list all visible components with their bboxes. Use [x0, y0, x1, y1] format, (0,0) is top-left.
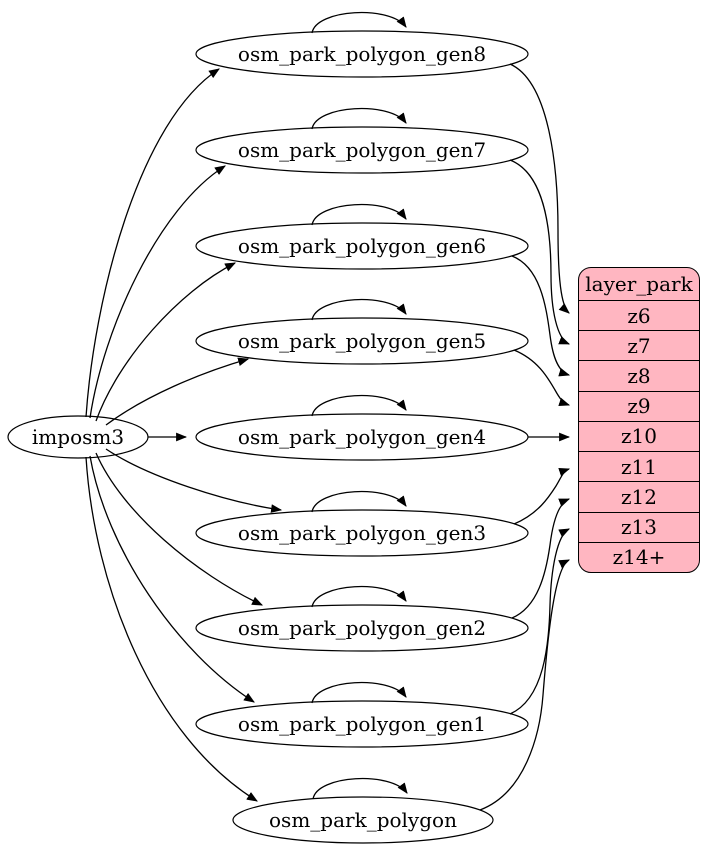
self-loop-osm-park-polygon-gen1: [311, 681, 407, 704]
node-osm-park-polygon-gen5: osm_park_polygon_gen5: [237, 329, 487, 353]
layer-park-row-z7: z7: [579, 330, 699, 360]
node-osm-park-polygon-gen3: osm_park_polygon_gen3: [237, 521, 487, 545]
node-ellipse-osm-park-polygon-gen6: [195, 222, 529, 270]
node-ellipse-osm-park-polygon-gen1: [195, 700, 529, 748]
node-osm-park-polygon-gen6: osm_park_polygon_gen6: [237, 234, 487, 258]
layer-park-row-z8: z8: [579, 360, 699, 390]
self-loop-osm-park-polygon-gen8: [311, 11, 407, 34]
self-loop-osm-park-polygon-gen5: [311, 298, 407, 321]
layer-park-title: layer_park: [585, 272, 693, 296]
node-osm-park-polygon: osm_park_polygon: [269, 808, 457, 832]
edge-osm-park-polygon-gen7-to-z7: [509, 159, 571, 345]
layer-park-row-z6: z6: [579, 300, 699, 330]
node-ellipse-osm-park-polygon-gen8: [195, 30, 529, 78]
self-loop-osm-park-polygon-gen3: [311, 490, 407, 513]
edge-osm-park-polygon-gen1-to-z13: [509, 528, 570, 715]
edge-imposm3-to-osm-park-polygon-gen1: [89, 455, 255, 703]
node-osm-park-polygon-gen7: osm_park_polygon_gen7: [237, 138, 487, 162]
edge-imposm3-to-osm-park-polygon-gen3: [105, 448, 283, 513]
edge-osm-park-polygon-gen3-to-z11: [513, 467, 571, 525]
node-imposm3: imposm3: [31, 425, 125, 449]
edge-osm-park-polygon-gen5-to-z9: [513, 349, 571, 407]
edge-imposm3-to-osm-park-polygon-gen5: [105, 357, 250, 426]
edge-osm-park-polygon-to-z14: [479, 559, 570, 811]
self-loop-osm-park-polygon: [312, 777, 408, 800]
layer-park-row-z11: z11: [579, 451, 699, 481]
node-ellipse-osm-park-polygon-gen5: [195, 317, 529, 365]
node-ellipse-osm-park-polygon-gen7: [195, 126, 529, 174]
self-loop-osm-park-polygon-gen2: [311, 585, 407, 608]
self-loop-osm-park-polygon-gen6: [311, 203, 407, 226]
edge-imposm3-to-osm-park-polygon: [85, 456, 258, 802]
layer-park-row-z13: z13: [579, 511, 699, 542]
self-loop-osm-park-polygon-gen7: [311, 107, 407, 130]
layer-park-row-z14: z14+: [579, 541, 699, 572]
layer-park-row-z12: z12: [579, 481, 699, 511]
node-osm-park-polygon-gen8: osm_park_polygon_gen8: [237, 42, 487, 66]
layer-park-row-z10: z10: [579, 420, 699, 451]
node-osm-park-polygon-gen1: osm_park_polygon_gen1: [237, 712, 487, 736]
edge-imposm3-to-osm-park-polygon-gen8: [85, 68, 220, 418]
self-loop-osm-park-polygon-gen4: [311, 394, 407, 417]
edge-osm-park-polygon-gen8-to-z6: [509, 63, 570, 314]
node-osm-park-polygon-gen2: osm_park_polygon_gen2: [237, 616, 487, 640]
node-ellipse-osm-park-polygon-gen3: [195, 509, 529, 557]
node-ellipse-osm-park-polygon: [232, 796, 494, 844]
edge-imposm3-to-osm-park-polygon-gen2: [95, 452, 263, 606]
layer-park-row-z9: z9: [579, 390, 699, 421]
edge-osm-park-polygon-gen6-to-z8: [511, 255, 571, 377]
edge-imposm3-to-osm-park-polygon-gen7: [89, 165, 226, 419]
layer-park-table: layer_park z6 z7 z8 z9 z10 z11 z12 z13 z…: [578, 267, 700, 573]
node-osm-park-polygon-gen4: osm_park_polygon_gen4: [237, 425, 487, 449]
edge-imposm3-to-osm-park-polygon-gen6: [95, 262, 236, 422]
edge-osm-park-polygon-gen2-to-z12: [511, 498, 571, 619]
node-ellipse-osm-park-polygon-gen2: [195, 604, 529, 652]
